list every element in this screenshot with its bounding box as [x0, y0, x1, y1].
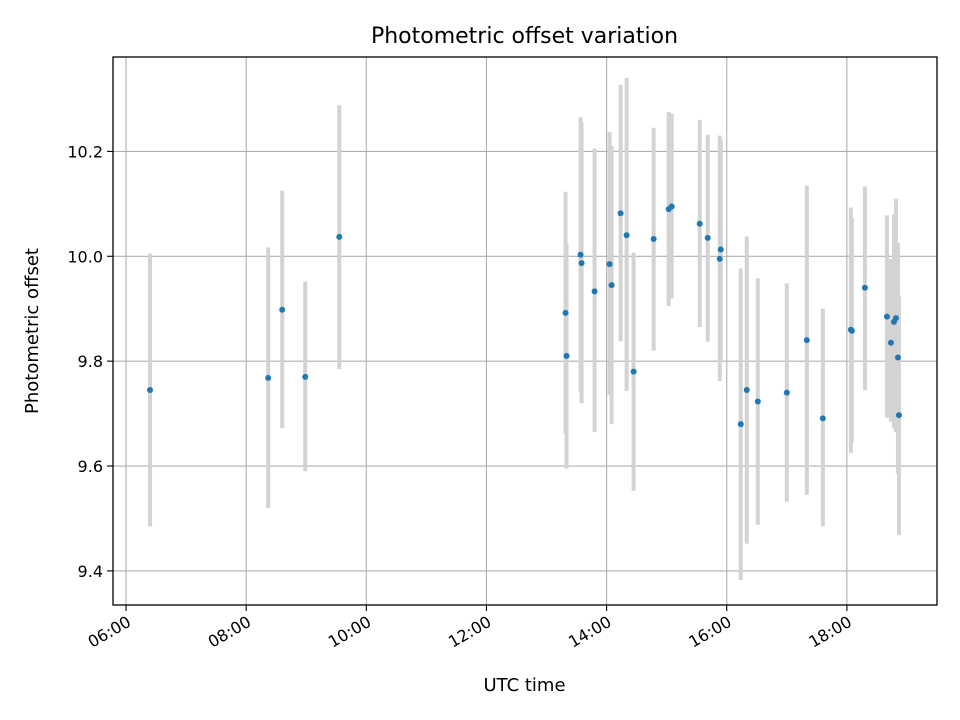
y-tick-label: 10.2 — [67, 142, 103, 161]
data-point — [819, 415, 826, 422]
data-point — [336, 233, 343, 240]
data-point — [650, 235, 657, 242]
y-tick-label: 9.4 — [78, 562, 103, 581]
data-point — [623, 232, 630, 239]
data-point — [743, 386, 750, 393]
data-point — [147, 386, 154, 393]
data-point — [887, 339, 894, 346]
data-point — [606, 261, 613, 268]
data-point — [754, 398, 761, 405]
data-point — [737, 421, 744, 428]
data-points — [147, 203, 902, 428]
data-point — [716, 255, 723, 262]
y-axis-title: Photometric offset — [22, 248, 43, 414]
y-tick-label: 10.0 — [67, 247, 103, 266]
data-point — [591, 288, 598, 295]
data-point — [563, 352, 570, 359]
data-point — [630, 368, 637, 375]
data-point — [892, 315, 899, 322]
y-tick-label: 9.8 — [78, 352, 103, 371]
data-point — [861, 284, 868, 291]
chart-title: Photometric offset variation — [371, 24, 678, 49]
data-point — [848, 327, 855, 334]
data-point — [895, 412, 902, 419]
x-axis-title: UTC time — [483, 675, 565, 696]
data-point — [279, 306, 286, 313]
data-point — [562, 309, 569, 316]
data-point — [803, 337, 810, 344]
data-point — [578, 260, 585, 267]
data-point — [617, 210, 624, 217]
y-axis: 9.4 9.6 9.8 10.0 10.2 — [67, 142, 113, 581]
data-point — [265, 374, 272, 381]
y-tick-label: 9.6 — [78, 457, 103, 476]
data-point — [704, 234, 711, 241]
grid — [113, 57, 937, 605]
data-point — [302, 373, 309, 380]
data-point — [577, 251, 584, 258]
data-point — [717, 246, 724, 253]
plot-frame — [112, 56, 938, 606]
data-point — [696, 220, 703, 227]
data-point — [783, 389, 790, 396]
data-point — [668, 203, 675, 210]
data-point — [894, 354, 901, 361]
data-point — [883, 313, 890, 320]
data-point — [608, 282, 615, 289]
